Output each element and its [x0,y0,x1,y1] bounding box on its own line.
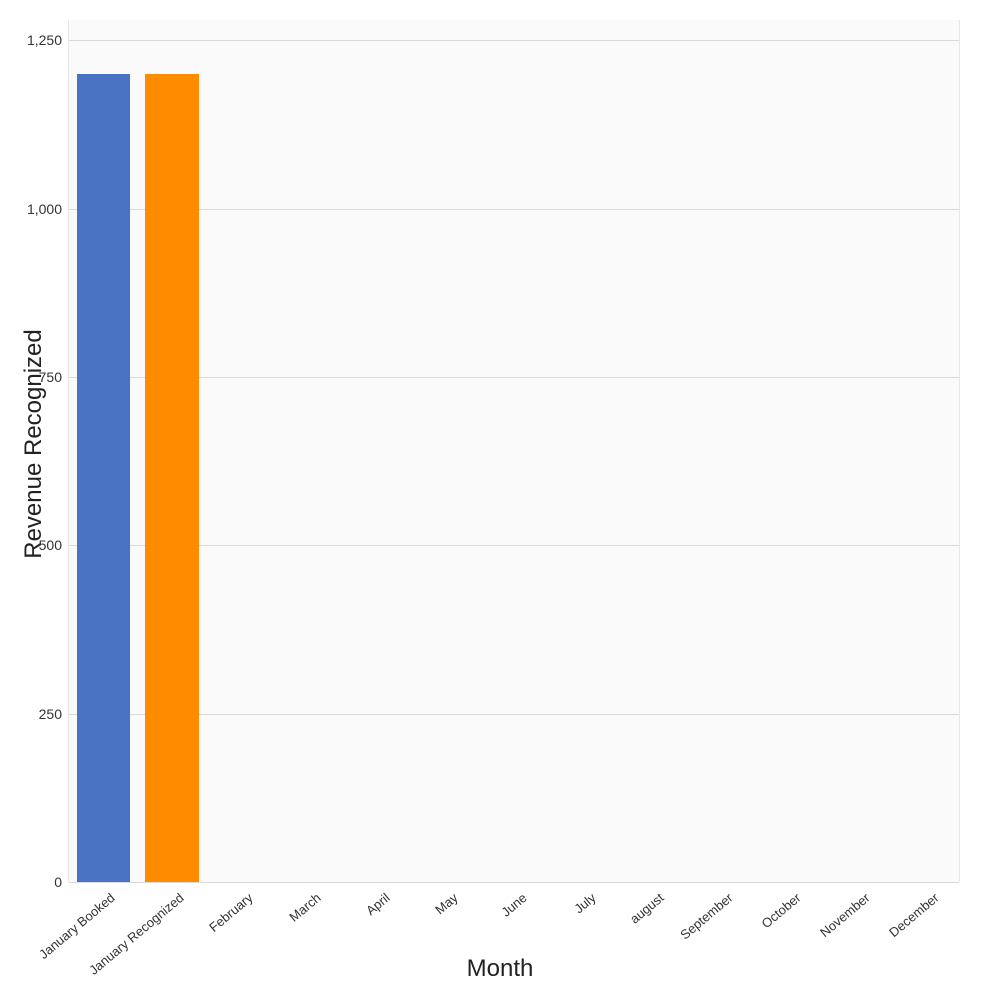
x-tick-label: March [195,890,324,1002]
gridline [69,882,959,883]
gridline [69,209,959,210]
x-tick-label: January Recognized [57,890,186,1002]
gridline [69,40,959,41]
x-tick-label: April [263,890,392,1002]
y-axis-title: Revenue Recognized [20,329,48,559]
x-tick-label: January Booked [0,890,118,1002]
y-tick-label: 250 [6,706,62,722]
x-tick-label: July [469,890,598,1002]
y-tick-label: 1,000 [6,201,62,217]
x-tick-label: august [538,890,667,1002]
plot-area [68,20,960,882]
revenue-chart: Revenue Recognized 02505007501,0001,250 … [0,0,1000,1000]
y-tick-label: 750 [6,369,62,385]
bar [145,74,199,882]
x-axis-title: Month [0,955,1000,983]
bar [77,74,131,882]
x-tick-label: September [606,890,735,1002]
x-tick-label: November [744,890,873,1002]
y-tick-label: 0 [6,874,62,890]
x-tick-label: June [400,890,529,1002]
x-tick-label: February [126,890,255,1002]
gridline [69,545,959,546]
gridline [69,377,959,378]
y-tick-label: 500 [6,537,62,553]
gridline [69,714,959,715]
x-tick-label: December [812,890,941,1002]
y-tick-label: 1,250 [6,32,62,48]
x-tick-label: May [332,890,461,1002]
x-tick-label: October [675,890,804,1002]
